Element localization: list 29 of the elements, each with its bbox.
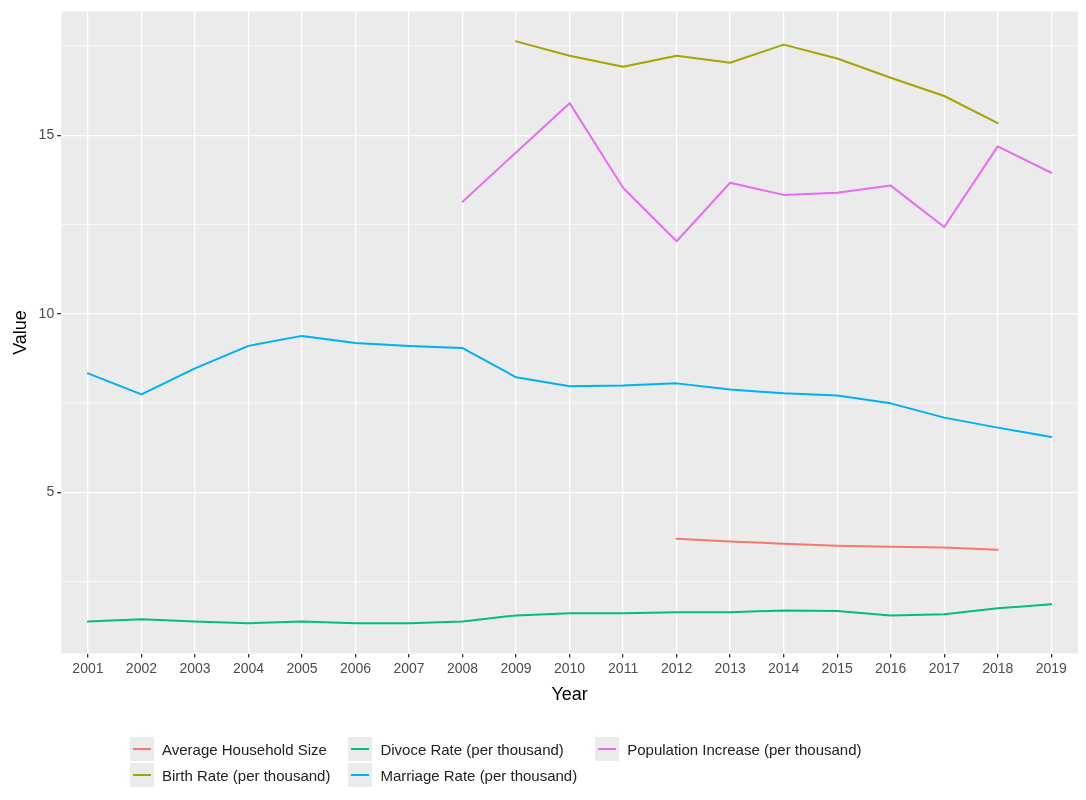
x-tick-label: 2013 xyxy=(714,659,746,676)
x-tick-label: 2003 xyxy=(179,659,211,676)
legend-label: Marriage Rate (per thousand) xyxy=(380,766,578,784)
legend-label: Birth Rate (per thousand) xyxy=(162,766,331,784)
legend-label: Population Increase (per thousand) xyxy=(627,740,862,758)
x-axis-title: Year xyxy=(551,684,588,705)
x-tick-label: 2016 xyxy=(875,659,907,676)
x-tick-label: 2015 xyxy=(821,659,853,676)
x-tick-label: 2002 xyxy=(125,659,158,676)
x-tick-label: 2011 xyxy=(608,659,639,676)
x-tick-label: 2006 xyxy=(339,659,372,676)
x-tick-label: 2010 xyxy=(554,659,586,676)
x-tick-label: 2007 xyxy=(393,659,425,676)
y-tick-label: 5 xyxy=(46,483,55,500)
x-tick-label: 2017 xyxy=(928,659,960,676)
x-tick-label: 2018 xyxy=(982,659,1014,676)
y-tick-label: 10 xyxy=(38,304,55,321)
y-axis-title: Value xyxy=(9,310,30,355)
x-tick-label: 2012 xyxy=(661,659,693,676)
x-tick-label: 2019 xyxy=(1035,659,1068,676)
x-tick-label: 2001 xyxy=(72,659,104,676)
x-tick-label: 2005 xyxy=(286,659,318,676)
legend-label: Divoce Rate (per thousand) xyxy=(380,740,564,758)
x-tick-label: 2008 xyxy=(446,659,479,676)
x-tick-label: 2014 xyxy=(768,659,800,676)
x-tick-label: 2009 xyxy=(500,659,532,676)
legend-label: Average Household Size xyxy=(162,740,327,758)
x-tick-label: 2004 xyxy=(232,659,265,676)
y-tick-label: 15 xyxy=(38,126,55,143)
